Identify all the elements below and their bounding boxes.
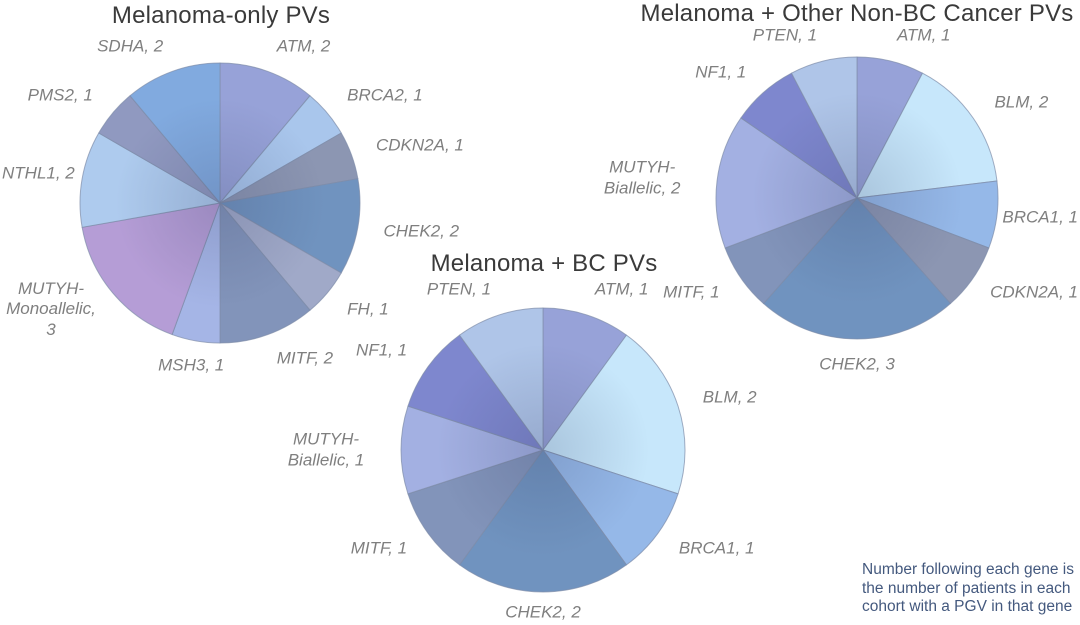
- pie-slice-label-atm: ATM, 1: [896, 25, 951, 45]
- chart-title-melanoma-only: Melanoma-only PVs: [111, 2, 331, 29]
- pie-shading-overlay: [716, 57, 998, 339]
- pie-slice-label-chek2: CHEK2, 2: [505, 602, 581, 622]
- pie-slice-label-nf1: NF1, 1: [695, 62, 747, 82]
- footnote-line: the number of patients in each: [862, 579, 1071, 597]
- pie-shading-overlay: [401, 308, 685, 592]
- pie-slice-label-chek2: CHEK2, 2: [383, 221, 460, 241]
- pie-slice-label-mitf: MITF, 2: [276, 348, 334, 368]
- pie-slice-label-mitf: MITF, 1: [350, 538, 408, 558]
- pie-slice-label-chek2: CHEK2, 3: [819, 354, 895, 374]
- pie-slice-label-nf1: NF1, 1: [356, 340, 408, 360]
- chart-title-melanoma-other-nonbc: Melanoma + Other Non-BC Cancer PVs: [640, 0, 1074, 27]
- pie-melanoma-other-nonbc: [715, 56, 999, 340]
- pie-slice-label-msh3: MSH3, 1: [158, 356, 225, 376]
- pie-slice-label-brca2: BRCA2, 1: [347, 85, 423, 105]
- pie-slice-label-blm: BLM, 2: [702, 387, 757, 407]
- pie-melanoma-only: [79, 62, 361, 344]
- pie-slice-label-mutyh-biallelic: MUTYH-Biallelic, 1: [287, 429, 365, 469]
- pie-slice-label-atm: ATM, 2: [276, 36, 331, 56]
- pie-slice-label-brca1: BRCA1, 1: [1002, 207, 1078, 227]
- pie-slice-label-pten: PTEN, 1: [426, 279, 492, 299]
- pie-slice-label-cdkn2a: CDKN2A, 1: [990, 282, 1078, 302]
- footnote-line: Number following each gene is: [862, 561, 1074, 578]
- pie-slice-label-sdha: SDHA, 2: [97, 36, 164, 56]
- pie-shading-overlay: [80, 63, 360, 343]
- footnote: Number following each gene is the number…: [862, 561, 1074, 617]
- pie-slice-label-mutyh-monoallelic: MUTYH-Monoallelic, 3: [6, 278, 96, 340]
- pie-slice-label-pms2: PMS2, 1: [27, 85, 93, 105]
- pie-slice-label-atm: ATM, 1: [594, 279, 649, 299]
- footnote-line: cohort with a PGV in that gene: [862, 598, 1073, 615]
- pie-slice-label-nthl1: NTHL1, 2: [2, 163, 75, 183]
- pie-slice-label-blm: BLM, 2: [994, 92, 1049, 112]
- pie-slice-label-fh: FH, 1: [347, 299, 389, 319]
- pie-melanoma-bc: [400, 307, 686, 593]
- pie-slice-label-brca1: BRCA1, 1: [678, 538, 755, 558]
- pie-slice-label-cdkn2a: CDKN2A, 1: [375, 135, 464, 155]
- pie-slice-label-mitf: MITF, 1: [663, 282, 720, 302]
- pie-slice-label-mutyh-biallelic: MUTYH-Biallelic, 2: [603, 157, 681, 197]
- pie-slice-label-pten: PTEN, 1: [752, 25, 818, 45]
- chart-title-melanoma-bc: Melanoma + BC PVs: [430, 250, 658, 277]
